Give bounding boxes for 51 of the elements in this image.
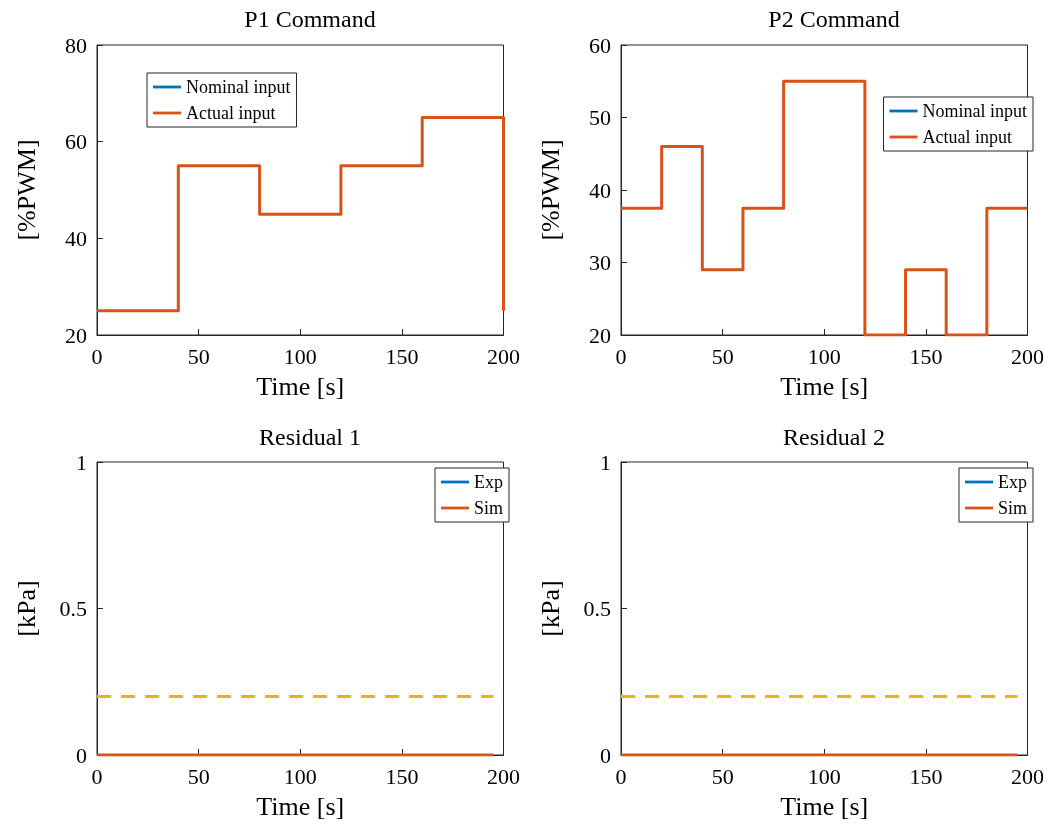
x-tick-label: 100	[807, 343, 841, 369]
x-tick-label: 50	[711, 343, 734, 369]
x-tick-label: 200	[1011, 763, 1044, 789]
legend-label: Sim	[473, 498, 503, 518]
x-tick-label: 150	[909, 763, 943, 789]
legend-label: Exp	[473, 472, 503, 492]
y-tick-label: 20	[65, 322, 87, 348]
chart-title: Residual 2	[783, 424, 885, 450]
x-tick-label: 150	[385, 343, 419, 369]
y-tick-label: 1	[76, 449, 87, 475]
x-tick-label: 50	[187, 763, 210, 789]
y-tick-label: 60	[589, 32, 611, 58]
legend-label: Actual input	[922, 127, 1012, 147]
y-tick-label: 20	[589, 322, 611, 348]
y-tick-label: 0	[600, 742, 611, 768]
y-tick-label: 0.5	[59, 596, 87, 621]
legend-label: Sim	[997, 498, 1027, 518]
x-tick-label: 50	[711, 763, 734, 789]
legend-label: Actual input	[186, 103, 276, 123]
x-tick-label: 200	[487, 343, 520, 369]
y-tick-label: 80	[65, 32, 87, 58]
y-tick-label: 60	[65, 129, 87, 155]
x-axis-title: Time [s]	[256, 791, 345, 821]
y-axis-title: [kPa]	[535, 580, 565, 637]
chart-title: P2 Command	[768, 6, 900, 32]
legend-label: Nominal input	[186, 77, 291, 97]
y-tick-label: 40	[589, 177, 611, 203]
y-tick-label: 0.5	[583, 596, 611, 621]
x-tick-label: 150	[909, 343, 943, 369]
x-tick-label: 100	[807, 763, 841, 789]
y-tick-label: 50	[589, 105, 611, 130]
x-tick-label: 100	[283, 763, 317, 789]
x-tick-label: 100	[283, 343, 317, 369]
y-axis-title: [kPa]	[11, 580, 41, 637]
legend-label: Exp	[997, 472, 1027, 492]
y-tick-label: 1	[600, 449, 611, 475]
x-tick-label: 50	[187, 343, 210, 369]
y-axis-title: [%PWM]	[11, 139, 41, 241]
x-tick-label: 200	[1011, 343, 1044, 369]
y-tick-label: 40	[65, 225, 87, 251]
chart-title: Residual 1	[259, 424, 361, 450]
x-tick-label: 150	[385, 763, 419, 789]
x-axis-title: Time [s]	[780, 371, 869, 401]
x-axis-title: Time [s]	[780, 791, 869, 821]
x-axis-title: Time [s]	[256, 371, 345, 401]
x-tick-label: 200	[487, 763, 520, 789]
y-tick-label: 30	[589, 250, 611, 275]
y-axis-title: [%PWM]	[535, 139, 565, 241]
y-tick-label: 0	[76, 742, 87, 768]
chart-title: P1 Command	[244, 6, 376, 32]
legend-label: Nominal input	[922, 101, 1028, 121]
